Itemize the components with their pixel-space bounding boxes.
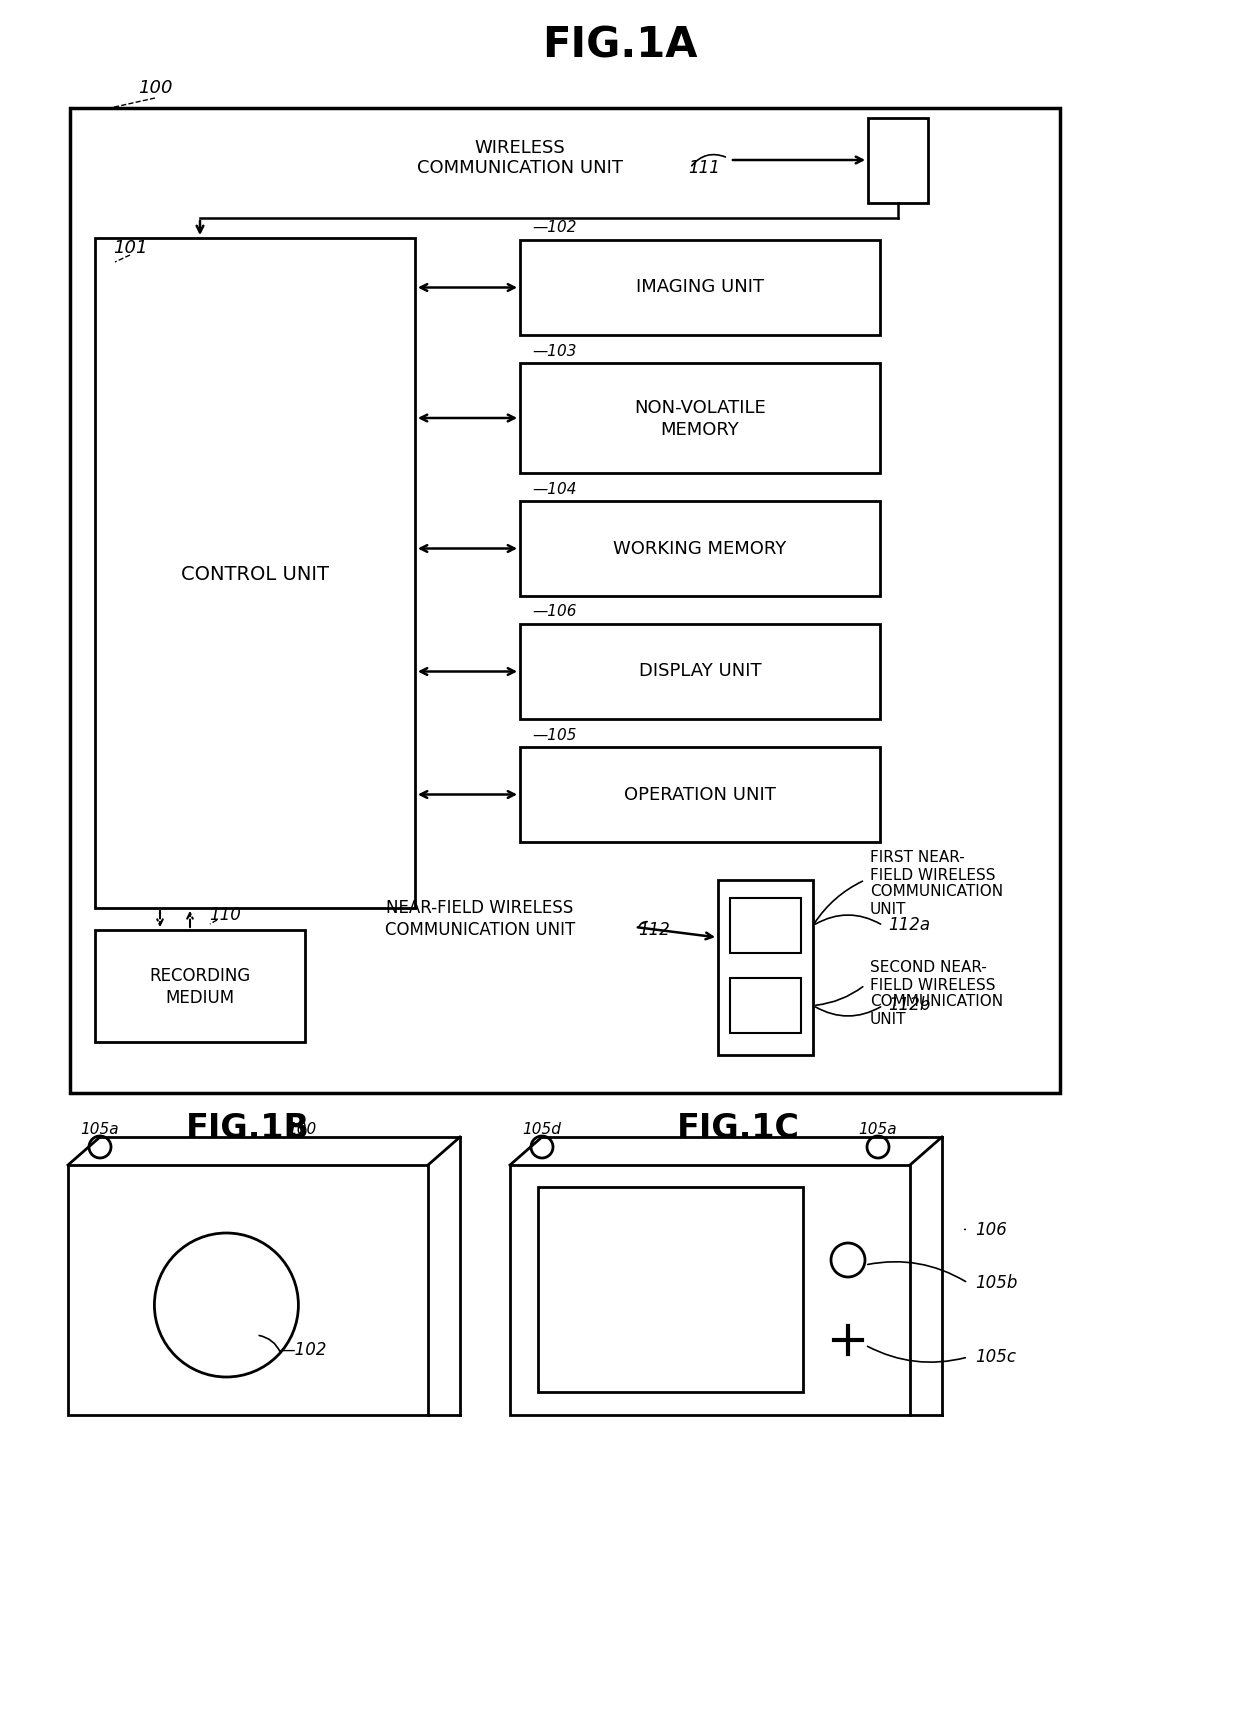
Text: SECOND NEAR-: SECOND NEAR-	[870, 960, 987, 976]
Text: 105c: 105c	[975, 1348, 1016, 1365]
Text: UNIT: UNIT	[870, 1012, 906, 1027]
Text: MEMORY: MEMORY	[661, 420, 739, 439]
Bar	[718, 880, 813, 1054]
Text: —102: —102	[532, 220, 577, 236]
Text: 105d: 105d	[522, 1121, 562, 1136]
Text: 111: 111	[688, 159, 720, 178]
Text: 105a: 105a	[81, 1121, 119, 1136]
Bar	[520, 624, 880, 719]
Text: COMMUNICATION UNIT: COMMUNICATION UNIT	[384, 921, 575, 938]
Text: FIELD WIRELESS: FIELD WIRELESS	[870, 978, 996, 993]
Text: DISPLAY UNIT: DISPLAY UNIT	[639, 663, 761, 680]
Text: —102: —102	[279, 1342, 327, 1359]
Text: 100: 100	[138, 79, 172, 97]
Text: COMMUNICATION: COMMUNICATION	[870, 995, 1003, 1010]
Text: MEDIUM: MEDIUM	[165, 990, 234, 1007]
Text: FIRST NEAR-: FIRST NEAR-	[870, 851, 965, 865]
Bar	[730, 897, 801, 954]
Bar	[868, 118, 928, 203]
Text: 105a: 105a	[858, 1121, 898, 1136]
Text: —105: —105	[532, 728, 577, 742]
Text: 110: 110	[210, 906, 241, 925]
Text: WIRELESS: WIRELESS	[475, 138, 565, 157]
Text: 105b: 105b	[975, 1273, 1017, 1292]
Bar	[520, 239, 880, 335]
Bar	[510, 1166, 910, 1415]
Text: OPERATION UNIT: OPERATION UNIT	[624, 786, 776, 803]
Bar	[520, 501, 880, 596]
Text: COMMUNICATION: COMMUNICATION	[870, 885, 1003, 899]
Text: 101: 101	[113, 239, 148, 256]
Text: 106: 106	[975, 1220, 1007, 1239]
Text: —106: —106	[532, 605, 577, 619]
Bar	[520, 747, 880, 843]
Text: IMAGING UNIT: IMAGING UNIT	[636, 279, 764, 296]
Text: RECORDING: RECORDING	[149, 967, 250, 984]
Bar	[69, 108, 1060, 1094]
Bar	[68, 1166, 428, 1415]
Bar	[95, 238, 415, 907]
Text: 112a: 112a	[888, 916, 930, 935]
Bar	[730, 978, 801, 1032]
Text: NEAR-FIELD WIRELESS: NEAR-FIELD WIRELESS	[387, 899, 574, 918]
Bar	[520, 362, 880, 473]
Text: 112: 112	[639, 921, 670, 938]
Text: —104: —104	[532, 482, 577, 497]
Text: 100: 100	[288, 1121, 316, 1136]
Text: FIG.1B: FIG.1B	[186, 1111, 310, 1145]
Text: UNIT: UNIT	[870, 902, 906, 916]
Text: FIG.1C: FIG.1C	[677, 1111, 800, 1145]
Text: CONTROL UNIT: CONTROL UNIT	[181, 566, 329, 584]
Text: WORKING MEMORY: WORKING MEMORY	[614, 540, 786, 557]
Text: NON-VOLATILE: NON-VOLATILE	[634, 398, 766, 417]
Text: FIELD WIRELESS: FIELD WIRELESS	[870, 868, 996, 882]
Text: —103: —103	[532, 344, 577, 359]
Text: FIG.1A: FIG.1A	[542, 24, 698, 67]
Text: COMMUNICATION UNIT: COMMUNICATION UNIT	[417, 159, 622, 178]
Text: 112b: 112b	[888, 996, 930, 1015]
Bar	[538, 1188, 804, 1393]
Bar	[95, 930, 305, 1042]
